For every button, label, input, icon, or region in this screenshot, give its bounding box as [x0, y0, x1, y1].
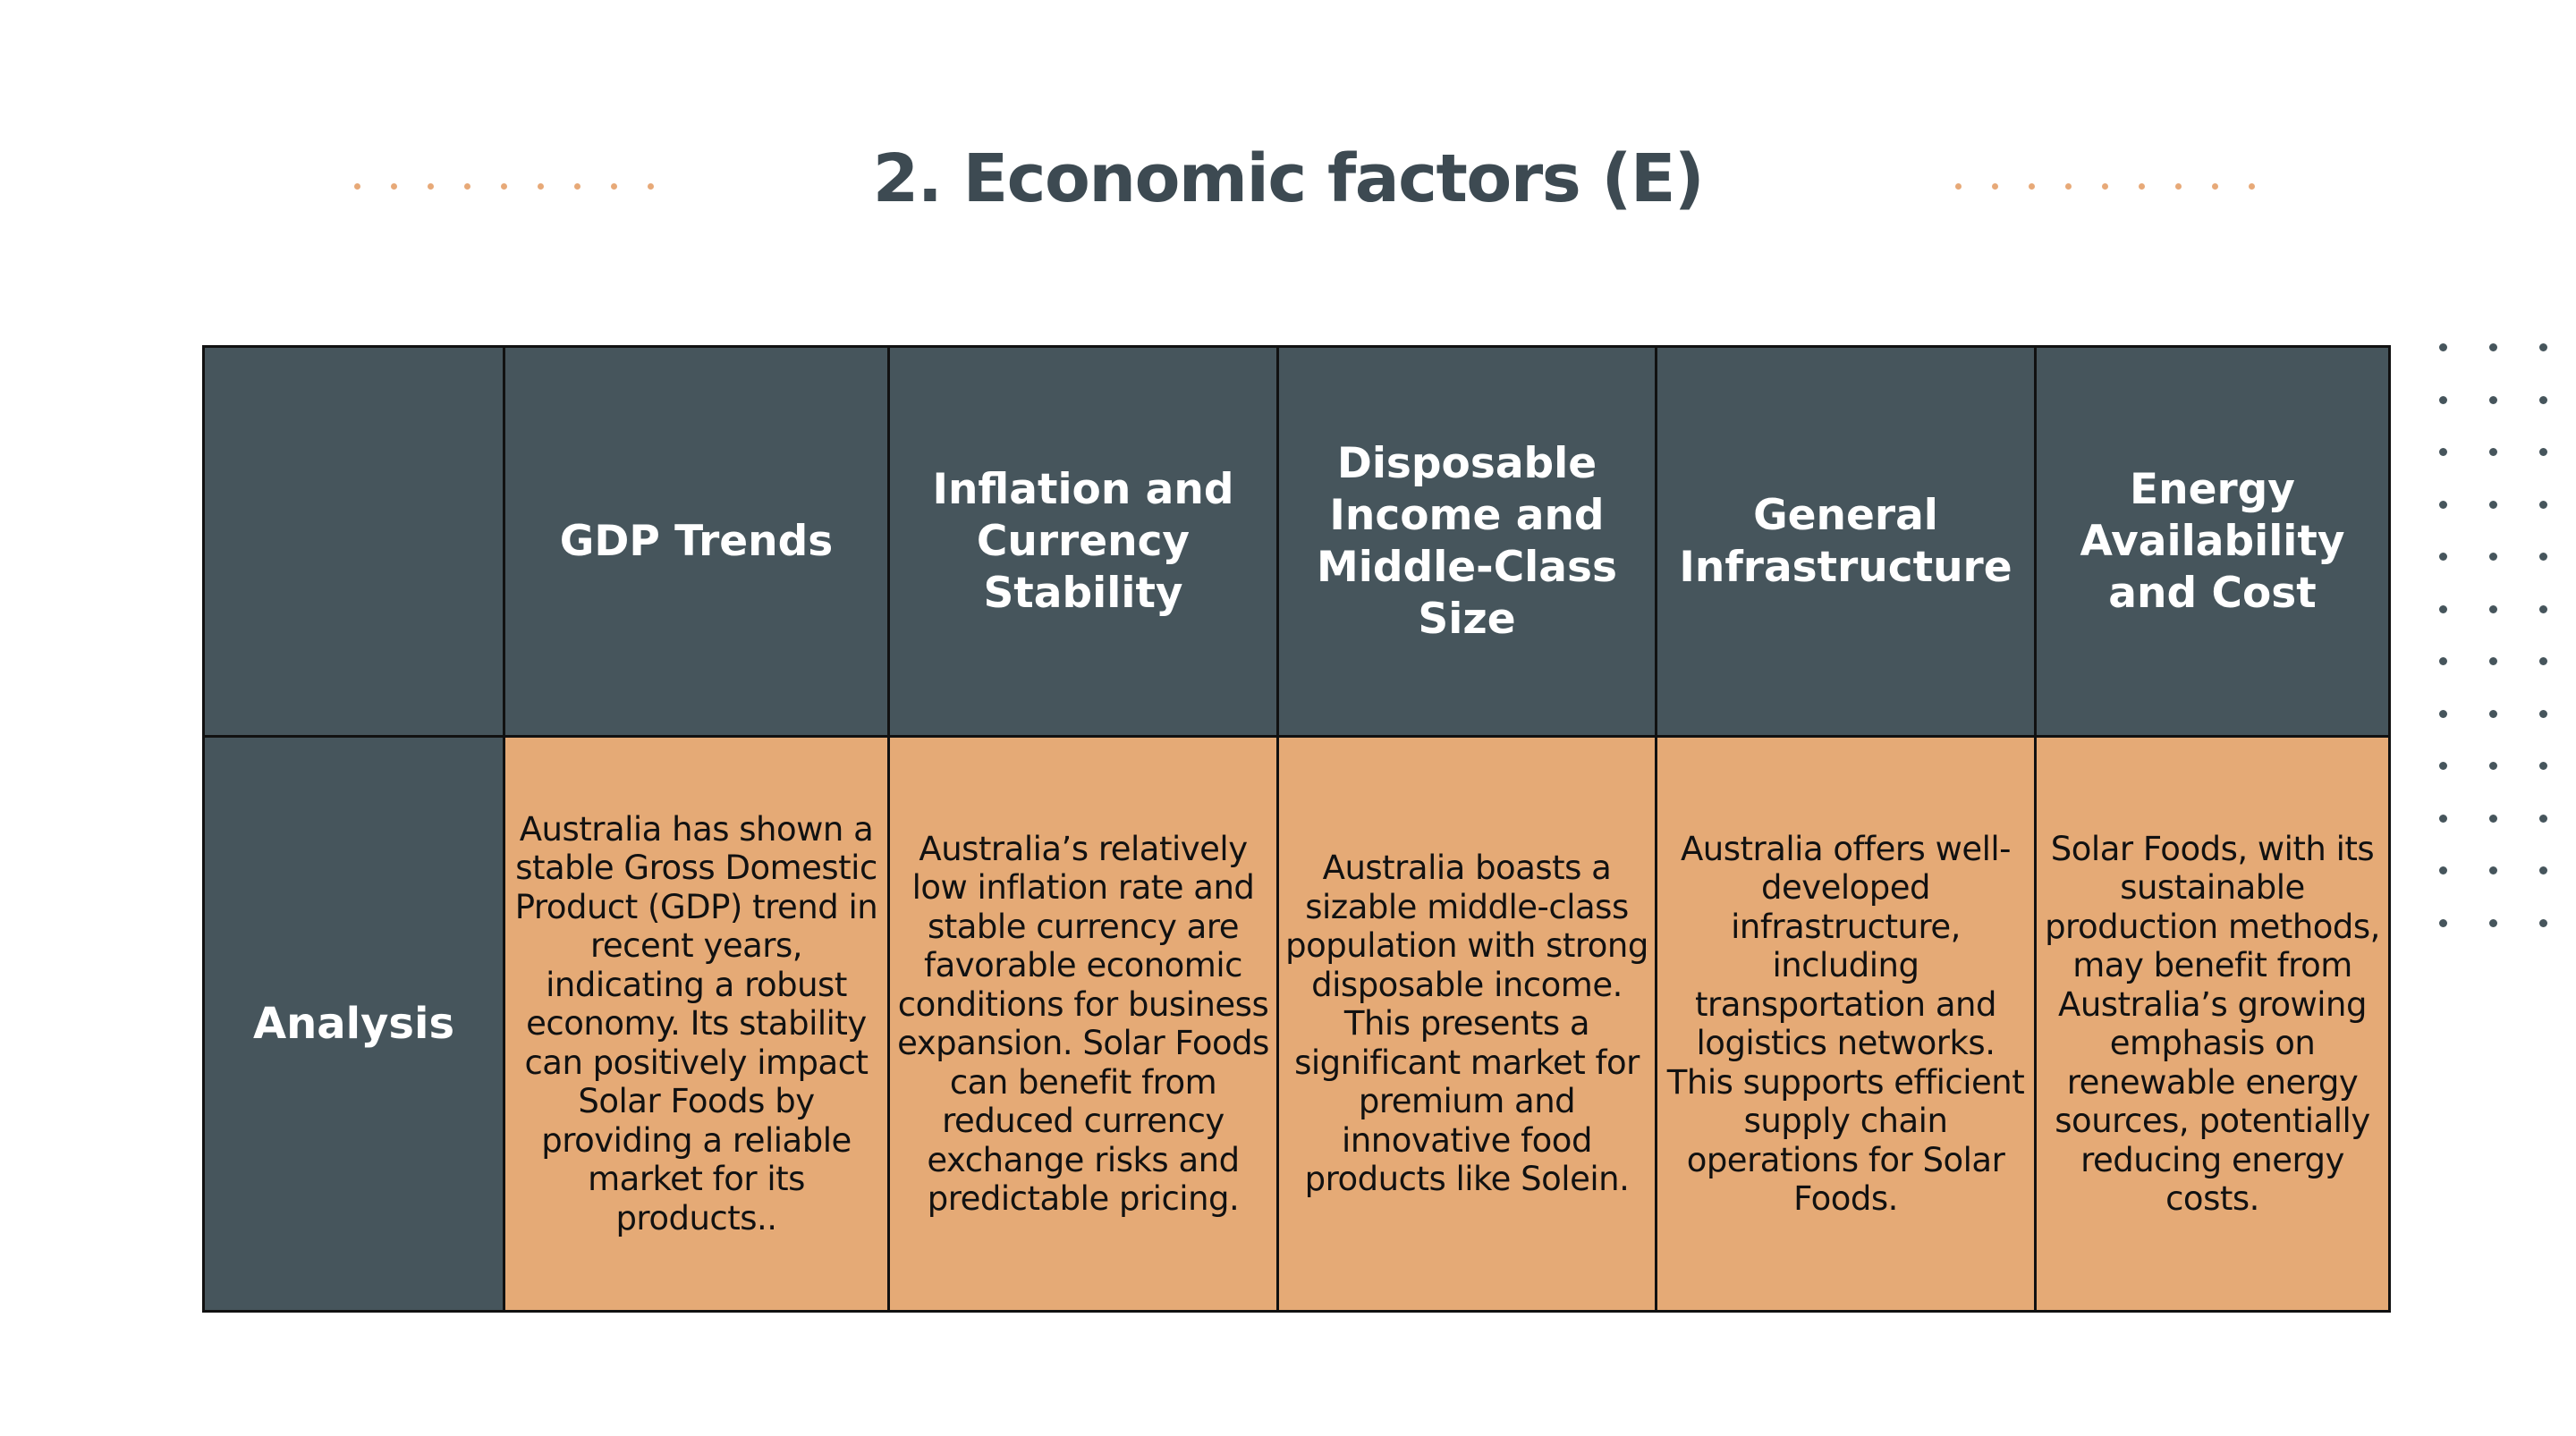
economic-factors-table: GDP Trends Inflation and Currency Stabil… — [202, 345, 2391, 1313]
column-header-disposable-income: Disposable Income and Middle-Class Size — [1276, 345, 1657, 738]
column-header-inflation-currency: Inflation and Currency Stability — [887, 345, 1279, 738]
row-header-analysis: Analysis — [202, 735, 505, 1313]
decorative-dots-right — [1955, 183, 2255, 192]
analysis-cell-energy-availability: Solar Foods, with its sustainable produc… — [2034, 735, 2391, 1313]
analysis-cell-inflation-currency: Australia’s relatively low inflation rat… — [887, 735, 1279, 1313]
table-row: Analysis Australia has shown a stable Gr… — [202, 735, 2391, 1313]
analysis-cell-general-infrastructure: Australia offers well-developed infrastr… — [1655, 735, 2037, 1313]
column-header-general-infrastructure: General Infrastructure — [1655, 345, 2037, 738]
table-header-row: GDP Trends Inflation and Currency Stabil… — [202, 345, 2391, 738]
column-header-gdp-trends: GDP Trends — [503, 345, 890, 738]
analysis-cell-disposable-income: Australia boasts a sizable middle-class … — [1276, 735, 1657, 1313]
table-corner-cell — [202, 345, 505, 738]
column-header-energy-availability: Energy Availability and Cost — [2034, 345, 2391, 738]
decorative-dot-grid — [2439, 343, 2547, 927]
slide-title: 2. Economic factors (E) — [872, 140, 1705, 217]
decorative-dots-left — [354, 183, 654, 192]
analysis-cell-gdp-trends: Australia has shown a stable Gross Domes… — [503, 735, 890, 1313]
